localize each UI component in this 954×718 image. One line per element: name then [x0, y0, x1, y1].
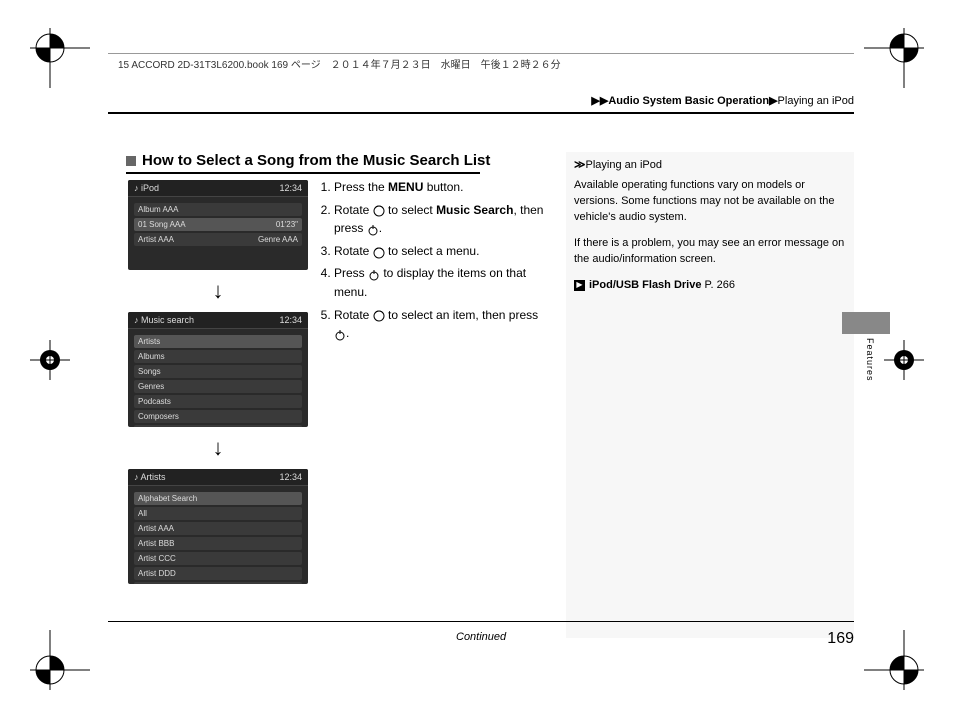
press-icon — [367, 223, 379, 235]
menu-item: Podcasts — [134, 395, 302, 408]
menu-item: Artist BBB — [134, 537, 302, 550]
section-title: How to Select a Song from the Music Sear… — [142, 152, 490, 169]
menu-item: All — [134, 507, 302, 520]
step-4: Press to display the items on that menu. — [334, 264, 546, 301]
crop-mark-br — [864, 630, 924, 690]
menu-item: Alphabet Search — [134, 492, 302, 505]
menu-item: Albums — [134, 350, 302, 363]
chapter-tab-label: Features — [865, 338, 875, 382]
screenshot-ipod: ♪ iPod 12:34 Album AAA 01 Song AAA01'23"… — [128, 180, 308, 270]
shot3-title: ♪ Artists — [134, 472, 166, 482]
footer-rule — [108, 621, 854, 622]
page-number: 169 — [827, 630, 854, 648]
shot1-row: Artist AAAGenre AAA — [134, 233, 302, 246]
cross-reference: ▶ iPod/USB Flash Drive P. 266 — [574, 278, 846, 294]
step-2: Rotate to select Music Search, then pres… — [334, 201, 546, 238]
dial-icon — [373, 204, 385, 216]
shot1-row: Album AAA — [134, 203, 302, 216]
section-heading: How to Select a Song from the Music Sear… — [126, 152, 490, 169]
chapter-tab — [842, 312, 890, 334]
shot2-title: ♪ Music search — [134, 315, 194, 325]
shot1-clock: 12:34 — [279, 183, 302, 193]
menu-item: Artist AAA — [134, 522, 302, 535]
menu-item: Artist EEE — [134, 582, 302, 584]
step-3: Rotate to select a menu. — [334, 242, 546, 261]
press-icon — [368, 268, 380, 280]
xref-icon: ▶ — [574, 280, 585, 291]
press-icon — [334, 328, 346, 340]
info-title: ≫Playing an iPod — [574, 158, 846, 174]
continued-label: Continued — [456, 631, 506, 643]
menu-item: Artist DDD — [134, 567, 302, 580]
instruction-steps: Press the MENU button. Rotate to select … — [316, 178, 546, 347]
header-rule — [108, 53, 854, 54]
reg-mark-left — [30, 340, 70, 380]
shot2-clock: 12:34 — [279, 315, 302, 325]
section-underline — [126, 172, 480, 174]
dial-icon — [373, 246, 385, 258]
menu-item: Playlists — [134, 425, 302, 427]
step-5: Rotate to select an item, then press . — [334, 306, 546, 343]
down-arrow-icon: ↓ — [128, 280, 308, 302]
shot1-title: ♪ iPod — [134, 183, 159, 193]
dial-icon — [373, 309, 385, 321]
breadcrumb-sep: ▶ — [769, 95, 777, 107]
shot3-clock: 12:34 — [279, 472, 302, 482]
menu-item: Genres — [134, 380, 302, 393]
shot1-row: 01 Song AAA01'23" — [134, 218, 302, 231]
screenshot-music-search: ♪ Music search 12:34 Artists Albums Songs G… — [128, 312, 308, 427]
breadcrumb-arrow: ▶▶ — [591, 95, 608, 107]
breadcrumb-part2: Playing an iPod — [778, 95, 854, 107]
top-rule — [108, 112, 854, 114]
menu-item: Composers — [134, 410, 302, 423]
crop-mark-tr — [864, 28, 924, 88]
menu-item: Songs — [134, 365, 302, 378]
section-marker-icon — [126, 156, 136, 166]
down-arrow-icon: ↓ — [128, 437, 308, 459]
step-1: Press the MENU button. — [334, 178, 546, 197]
breadcrumb-part1: Audio System Basic Operation — [608, 95, 769, 107]
crop-mark-tl — [30, 28, 90, 88]
screenshot-artists: ♪ Artists 12:34 Alphabet Search All Artist… — [128, 469, 308, 584]
info-paragraph: Available operating functions vary on mo… — [574, 178, 846, 226]
breadcrumb: ▶▶Audio System Basic Operation▶Playing a… — [591, 94, 854, 107]
book-header: 15 ACCORD 2D-31T3L6200.book 169 ページ ２０１４… — [118, 56, 561, 71]
info-sidebar: ≫Playing an iPod Available operating fun… — [566, 152, 854, 638]
manual-page: 15 ACCORD 2D-31T3L6200.book 169 ページ ２０１４… — [0, 0, 954, 718]
info-paragraph: If there is a problem, you may see an er… — [574, 236, 846, 268]
crop-mark-bl — [30, 630, 90, 690]
reg-mark-right — [884, 340, 924, 380]
menu-item: Artist CCC — [134, 552, 302, 565]
menu-item: Artists — [134, 335, 302, 348]
screenshot-column: ♪ iPod 12:34 Album AAA 01 Song AAA01'23"… — [128, 180, 308, 584]
